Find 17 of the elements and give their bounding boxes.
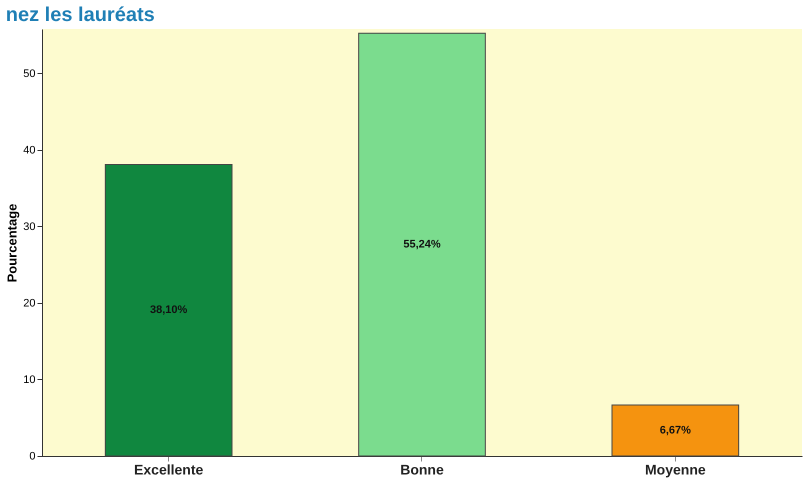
- data-label: 38,10%: [150, 304, 188, 316]
- x-tick-label: Bonne: [400, 462, 444, 478]
- data-label: 55,24%: [403, 238, 441, 251]
- bar: [612, 404, 740, 456]
- bar: [358, 32, 486, 456]
- y-tick-label: 30: [23, 220, 36, 233]
- y-tick-label: 10: [23, 374, 36, 386]
- y-tick-label: 50: [23, 68, 36, 80]
- y-tick-label: 20: [23, 297, 36, 310]
- y-axis-title: Pourcentage: [4, 204, 20, 282]
- x-tick-label: Moyenne: [644, 462, 706, 478]
- y-tick-label: 0: [29, 450, 36, 462]
- data-label: 6,67%: [660, 424, 692, 436]
- bar: [104, 164, 232, 456]
- y-tick-label: 40: [23, 144, 36, 156]
- x-tick-label: Excellente: [134, 462, 204, 478]
- chart-title: nez les lauréats: [6, 4, 155, 26]
